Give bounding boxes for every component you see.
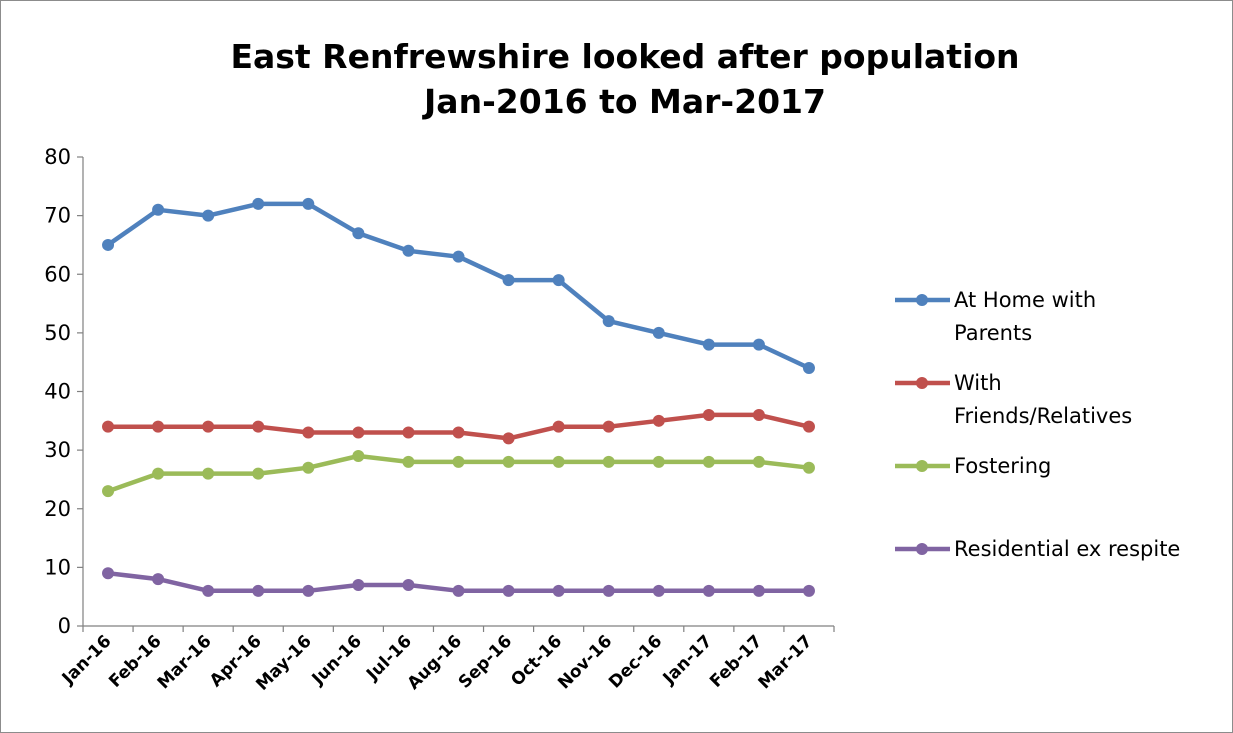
data-point [202,584,215,597]
data-point [602,584,615,597]
data-point [552,420,565,433]
data-point [252,467,265,480]
data-point [252,197,265,210]
data-point [652,455,665,468]
data-point [452,455,465,468]
data-point [452,584,465,597]
data-point [202,209,215,222]
legend-label: Fostering [954,454,1051,478]
data-point [352,449,365,462]
x-tick-label: May-16 [252,631,315,694]
data-point [402,455,415,468]
data-point [552,584,565,597]
y-tick-label: 50 [44,321,71,345]
y-tick-label: 70 [44,204,71,228]
legend-label: At Home with [954,288,1096,312]
y-tick-label: 0 [58,614,71,638]
legend-swatch-marker [916,377,928,389]
data-point [302,197,315,210]
y-tick-label: 20 [44,497,71,521]
data-point [802,461,815,474]
data-point [752,338,765,351]
legend-label: With [954,371,1002,395]
chart-legend: At Home with Parents With Friends/Relatives… [895,288,1180,561]
data-point [602,315,615,328]
chart-series [102,197,815,597]
data-point [602,455,615,468]
y-tick-label: 60 [44,262,71,286]
data-point [152,467,165,480]
data-point [402,578,415,591]
data-point [302,461,315,474]
legend-swatch-marker [916,294,928,306]
data-point [652,584,665,597]
chart-title-line1: East Renfrewshire looked after populatio… [230,37,1019,76]
legend-label: Friends/Relatives [954,404,1132,428]
data-point [552,455,565,468]
data-point [652,414,665,427]
x-tick-label: Jun-16 [308,631,366,689]
x-tick-label: Mar-16 [154,631,216,693]
data-point [452,426,465,439]
y-tick-label: 10 [44,555,71,579]
data-point [102,567,115,580]
x-tick-label: Aug-16 [404,631,466,693]
data-point [402,426,415,439]
legend-swatch-marker [916,460,928,472]
data-point [702,408,715,421]
x-tick-label: Nov-16 [554,631,616,693]
legend-label: Parents [954,321,1032,345]
data-point [502,584,515,597]
data-point [802,584,815,597]
y-tick-label: 40 [44,380,71,404]
data-point [102,238,115,251]
data-point [202,467,215,480]
x-tick-label: Dec-16 [605,631,666,692]
data-point [352,426,365,439]
data-point [402,244,415,257]
data-point [302,584,315,597]
data-point [802,362,815,375]
data-point [352,227,365,240]
data-point [202,420,215,433]
y-tick-label: 30 [44,438,71,462]
data-point [152,573,165,586]
data-point [152,420,165,433]
data-point [302,426,315,439]
chart-title-line2: Jan-2016 to Mar-2017 [422,82,826,121]
data-point [602,420,615,433]
data-point [252,584,265,597]
data-point [552,274,565,287]
legend-label: Residential ex respite [954,537,1180,561]
data-point [102,485,115,498]
data-point [752,408,765,421]
y-tick-label: 80 [44,145,71,169]
data-point [752,584,765,597]
x-tick-label: Sep-16 [455,631,516,692]
chart-axes: 01020304050607080Jan-16Feb-16Mar-16Apr-1… [44,145,835,695]
data-point [352,578,365,591]
data-point [702,338,715,351]
data-point [702,455,715,468]
data-point [152,203,165,216]
data-point [802,420,815,433]
data-point [702,584,715,597]
data-point [502,274,515,287]
data-point [452,250,465,263]
x-tick-label: Mar-17 [755,631,817,693]
legend-swatch-marker [916,543,928,555]
data-point [752,455,765,468]
data-point [502,455,515,468]
data-point [102,420,115,433]
data-point [252,420,265,433]
data-point [502,432,515,445]
data-point [652,326,665,339]
